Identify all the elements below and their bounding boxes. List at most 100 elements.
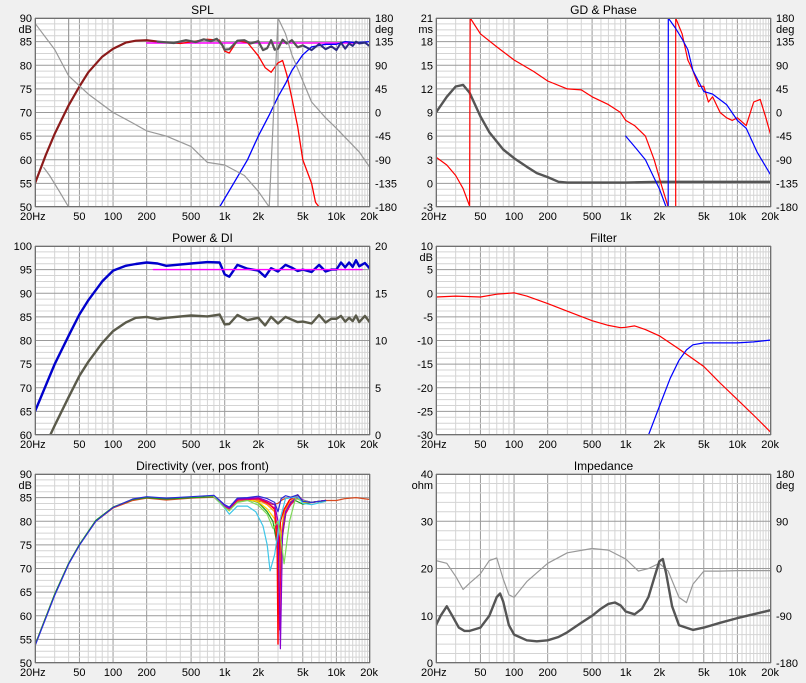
series-group [35, 259, 370, 435]
x-tick-label: 500 [583, 211, 601, 223]
x-tick-label: 200 [137, 667, 155, 679]
plot-frame [35, 474, 370, 663]
y-left-tick-label: 0 [427, 658, 433, 670]
right-unit-label: deg [776, 24, 794, 36]
x-tick-label: 1k [219, 667, 231, 679]
y-right-tick-label: -180 [776, 658, 798, 670]
x-tick-label: 200 [538, 211, 556, 223]
y-right-tick-label: 0 [776, 564, 782, 576]
series-group [436, 18, 771, 207]
y-left-tick-label: 85 [20, 37, 32, 49]
x-tick-label: 5k [297, 439, 309, 451]
x-tick-label: 2k [654, 667, 666, 679]
x-tick-label: 10k [729, 667, 747, 679]
series-line-0 [436, 83, 771, 184]
x-tick-label: 500 [583, 667, 601, 679]
x-tick-label: 10k [328, 439, 346, 451]
y-left-tick-label: 21 [421, 13, 433, 25]
y-left-tick-label: 9 [427, 108, 433, 120]
x-tick-label: 200 [137, 211, 155, 223]
x-tick-label: 100 [104, 211, 122, 223]
y-left-tick-label: 65 [20, 131, 32, 143]
series-line-4 [301, 40, 370, 52]
x-tick-label: 500 [182, 667, 200, 679]
y-right-tick-label: 180 [375, 13, 393, 25]
y-left-tick-label: 10 [421, 611, 433, 623]
y-right-tick-label: 45 [375, 84, 387, 96]
y-left-tick-label: 15 [421, 60, 433, 72]
y-left-tick-label: 20 [421, 564, 433, 576]
x-tick-label: 5k [698, 439, 710, 451]
y-right-tick-label: 0 [375, 430, 381, 442]
x-tick-label: 1k [620, 439, 632, 451]
x-tick-label: 50 [73, 667, 85, 679]
y-left-tick-label: 60 [20, 611, 32, 623]
y-right-tick-label: 0 [375, 108, 381, 120]
series-line-9 [35, 494, 327, 647]
panel-title: SPL [191, 3, 214, 17]
series-group [436, 292, 771, 435]
left-unit-label: dB [19, 480, 32, 492]
series-line-0 [436, 547, 771, 604]
x-tick-label: 2k [654, 439, 666, 451]
left-unit-label: dB [420, 252, 433, 264]
y-right-tick-label: 180 [776, 13, 794, 25]
series-line-1 [647, 339, 771, 435]
panel-1: GD & Phase 20Hz 50 100 200 500 1k 2k 5k 10k 20k 21 1… [418, 3, 798, 223]
y-left-tick-label: 80 [20, 516, 32, 528]
panel-title: Directivity (ver, pos front) [136, 459, 269, 473]
y-left-tick-label: 80 [20, 60, 32, 72]
y-left-tick-label: 65 [20, 406, 32, 418]
x-tick-label: 20Hz [421, 667, 447, 679]
y-left-tick-label: -25 [417, 406, 433, 418]
x-tick-label: 500 [182, 439, 200, 451]
x-tick-label: 2k [253, 667, 265, 679]
y-left-tick-label: 70 [20, 108, 32, 120]
y-right-tick-label: 90 [375, 60, 387, 72]
x-tick-label: 20k [761, 211, 779, 223]
x-tick-label: 50 [474, 211, 486, 223]
y-right-tick-label: -180 [776, 202, 798, 214]
x-tick-label: 20Hz [20, 439, 46, 451]
y-left-tick-label: -3 [423, 202, 433, 214]
y-left-tick-label: 5 [427, 265, 433, 277]
y-right-tick-label: 15 [375, 288, 387, 300]
panel-4: Directivity (ver, pos front)20Hz 50 100 200… [19, 459, 379, 679]
x-tick-label: 20Hz [421, 211, 447, 223]
plot-frame [35, 246, 370, 435]
y-right-tick-label: 90 [776, 516, 788, 528]
x-tick-label: 50 [73, 439, 85, 451]
y-right-tick-label: -90 [776, 611, 792, 623]
x-tick-label: 20k [360, 211, 378, 223]
y-left-tick-label: 10 [421, 241, 433, 253]
y-left-tick-label: 60 [20, 430, 32, 442]
series-group [35, 18, 370, 207]
x-tick-label: 20k [360, 667, 378, 679]
x-tick-label: 500 [182, 211, 200, 223]
y-right-tick-label: -180 [375, 202, 397, 214]
x-tick-label: 1k [219, 211, 231, 223]
y-left-tick-label: 75 [20, 540, 32, 552]
series-line-7 [213, 496, 327, 572]
x-tick-label: 2k [253, 439, 265, 451]
series-line-7 [43, 167, 70, 207]
plot-frame [436, 474, 771, 663]
x-tick-label: 1k [620, 211, 632, 223]
y-left-tick-label: 90 [20, 13, 32, 25]
y-left-tick-label: 12 [421, 84, 433, 96]
x-tick-label: 10k [328, 211, 346, 223]
right-unit-label: deg [776, 480, 794, 492]
series-group [436, 547, 771, 643]
y-left-tick-label: 0 [427, 178, 433, 190]
x-tick-label: 50 [73, 211, 85, 223]
y-left-tick-label: -15 [417, 359, 433, 371]
y-right-tick-label: 45 [776, 84, 788, 96]
panel-title: Power & DI [172, 231, 233, 245]
x-tick-label: 50 [474, 439, 486, 451]
y-right-tick-label: 180 [776, 469, 794, 481]
y-left-tick-label: 50 [20, 202, 32, 214]
y-left-tick-label: 85 [20, 312, 32, 324]
y-left-tick-label: 55 [20, 634, 32, 646]
